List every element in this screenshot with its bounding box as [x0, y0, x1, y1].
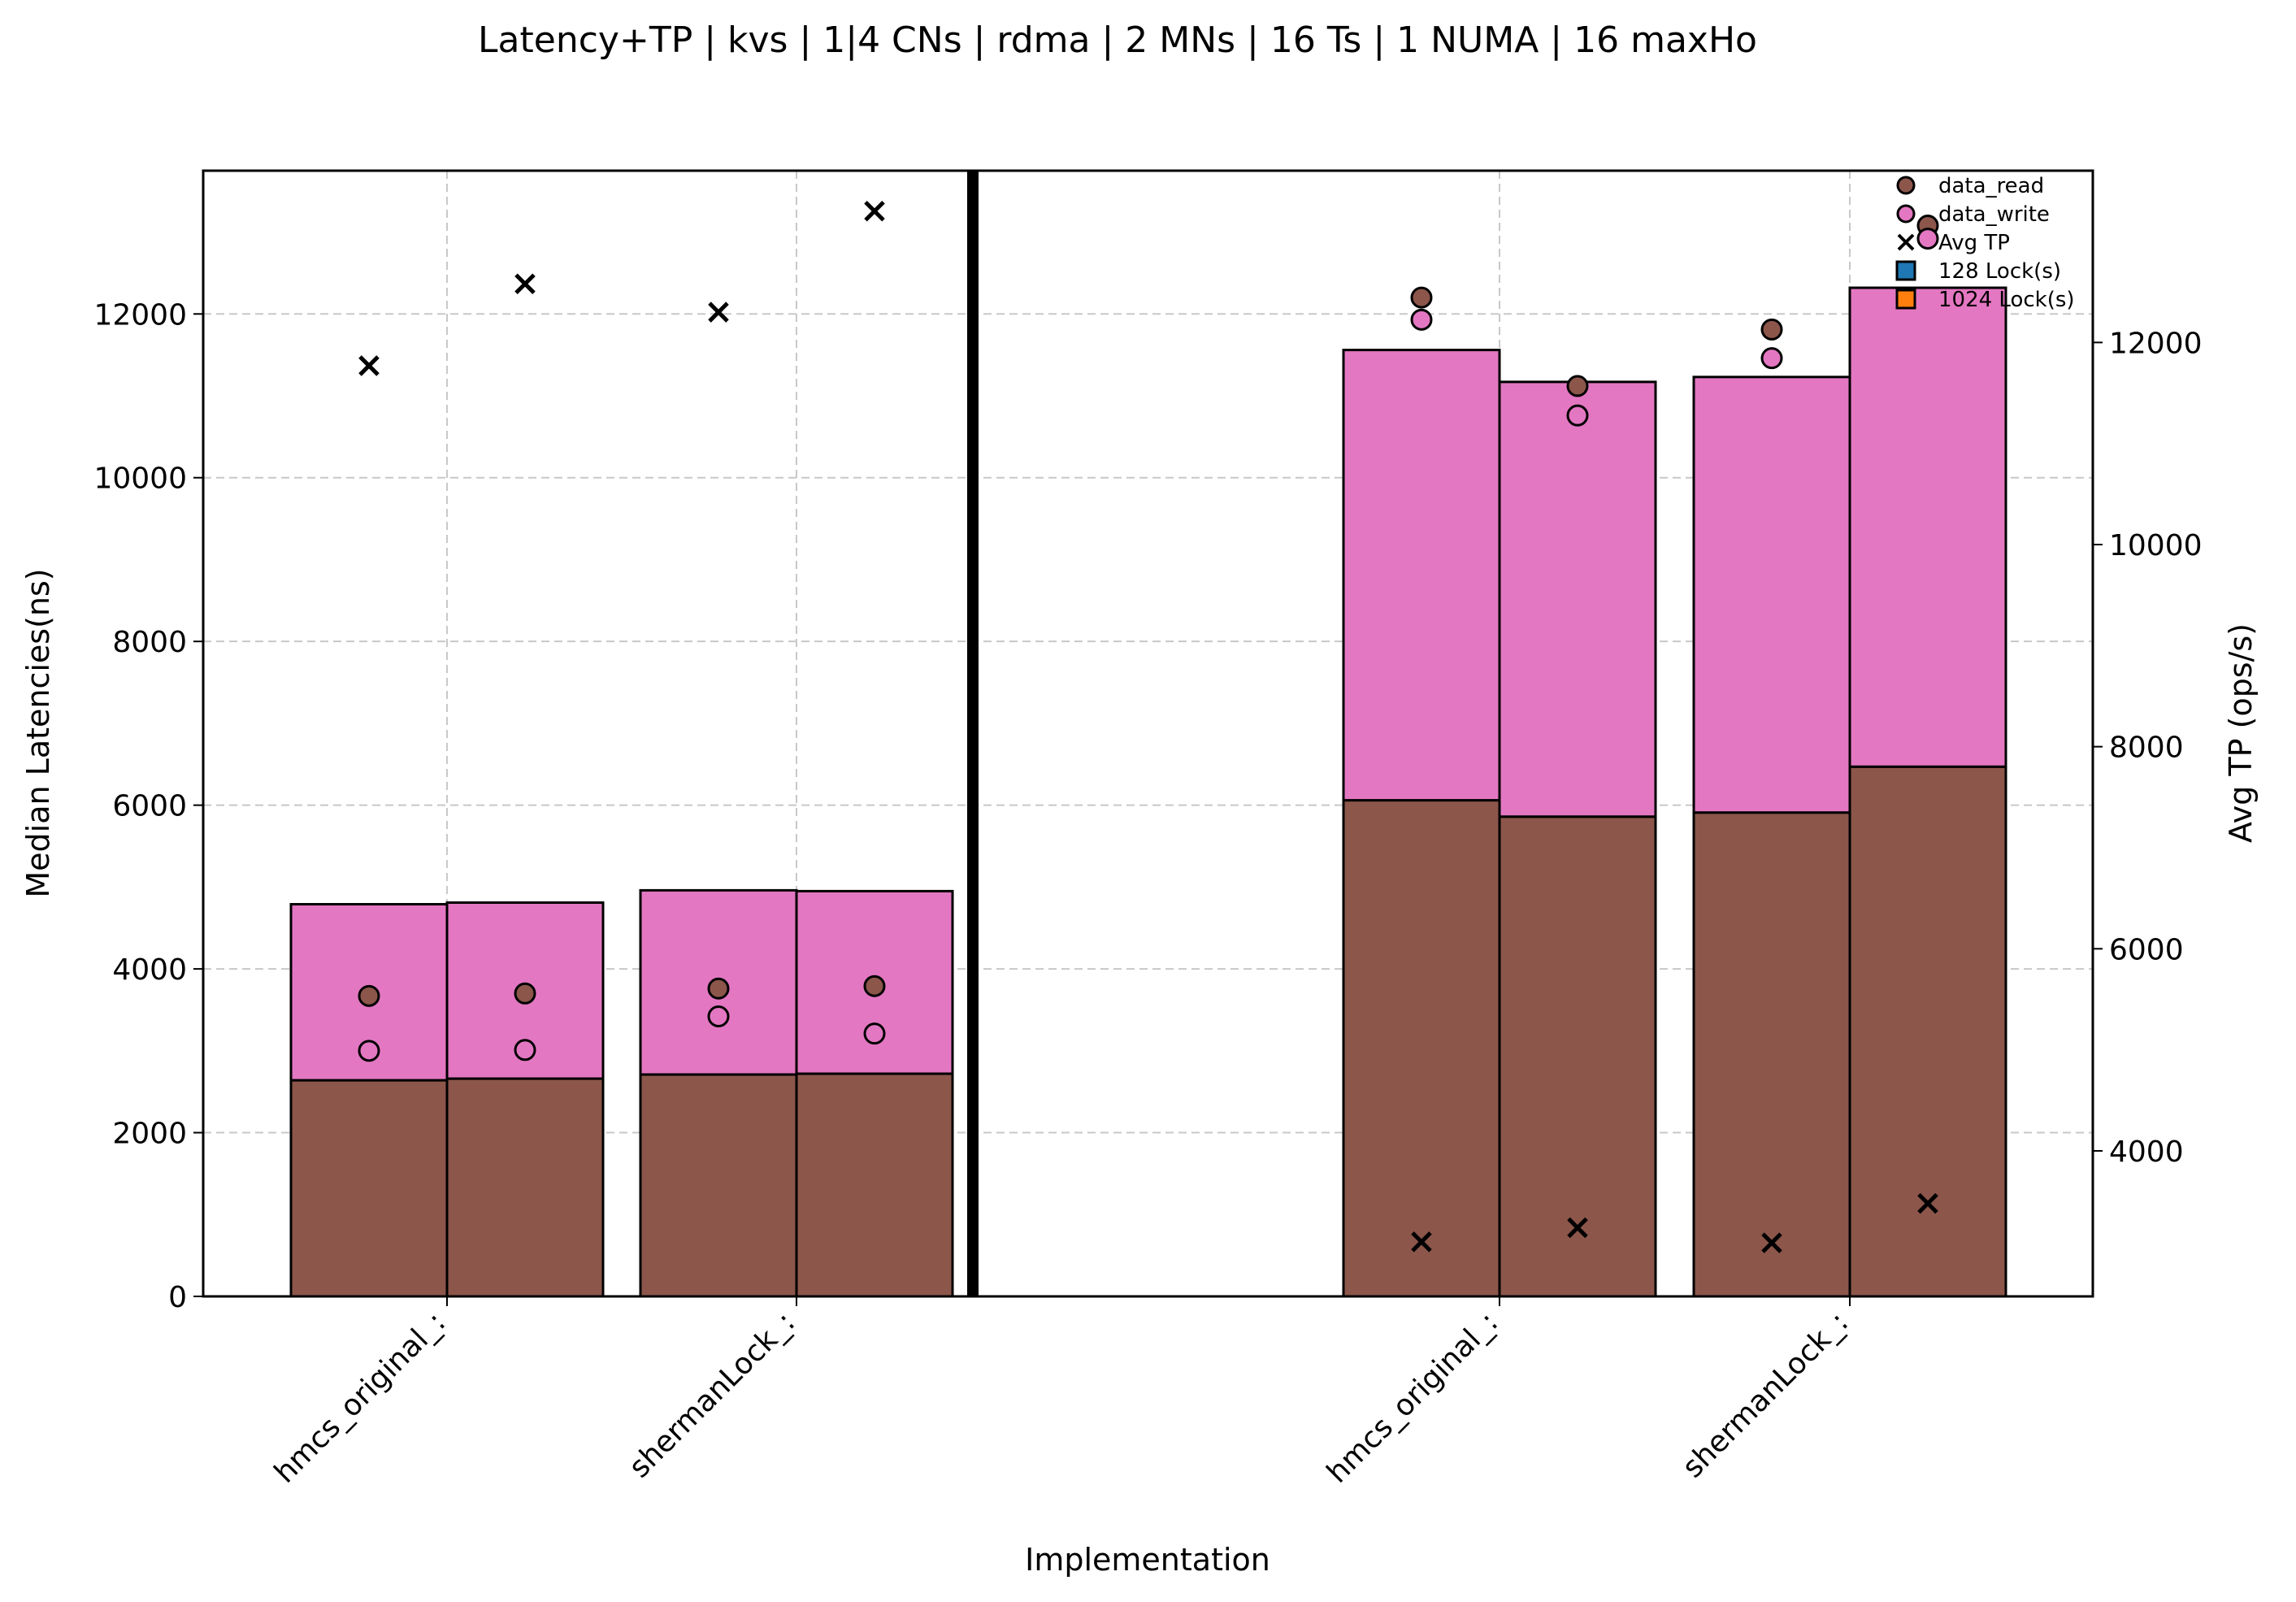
bar-data-read [1342, 799, 1501, 1298]
point-data-read [863, 975, 886, 997]
bar-data-read [1498, 815, 1657, 1298]
chart-title: Latency+TP | kvs | 1|4 CNs | rdma | 2 MN… [478, 20, 1757, 61]
y-axis-label: Median Latencies(ns) [20, 568, 56, 897]
point-data-write [707, 1005, 730, 1028]
point-data-read [514, 982, 536, 1005]
plot-frame [202, 169, 2094, 1298]
bar-data-write [1692, 376, 1851, 814]
x-tick-label: hmcs_original_: [268, 1305, 452, 1489]
point-data-write [1760, 347, 1783, 370]
point-data-write [1410, 308, 1433, 331]
bar-data-read [289, 1079, 449, 1298]
bar-data-read [1692, 811, 1851, 1298]
point-data-read [1566, 375, 1589, 397]
point-data-write [1566, 404, 1589, 427]
y-tick-label: 8000 [112, 626, 187, 659]
legend-label: data_read [1938, 174, 2044, 198]
point-data-write [863, 1022, 886, 1045]
marker-avg-tp [1411, 1231, 1432, 1253]
point-data-read [1410, 286, 1433, 309]
point-data-read [358, 984, 380, 1007]
y-tick-label: 10000 [93, 462, 187, 496]
legend-label: data_write [1938, 202, 2050, 227]
bar-data-read [445, 1077, 605, 1298]
bars [289, 171, 2007, 1298]
bar-data-write [1342, 349, 1501, 802]
point-data-write [514, 1039, 536, 1061]
x-axis: hmcs_original_: shermanLock_: hmcs_origina… [268, 1296, 1855, 1490]
y-tick-label: 4000 [112, 953, 187, 987]
marker-avg-tp [1761, 1232, 1782, 1253]
marker-avg-tp [864, 200, 885, 222]
y2-tick-label: 6000 [2109, 933, 2184, 966]
legend: data_read data_write Avg TP 128 Lock(s) 1024… [1895, 174, 2075, 312]
legend-marker [1895, 289, 1916, 310]
legend-marker [1897, 233, 1915, 251]
y-tick-label: 6000 [112, 790, 187, 823]
y2-tick-label: 12000 [2109, 327, 2203, 360]
right-y-axis-label: Avg TP (ops/s) [2223, 623, 2259, 843]
right-y-axis: 4000 6000 8000 10000 12000 [2093, 327, 2203, 1169]
x-tick-label: hmcs_original_: [1321, 1305, 1504, 1489]
legend-marker [1896, 176, 1916, 195]
marker-avg-tp [708, 302, 729, 323]
bar-data-read [639, 1073, 798, 1298]
x-tick-label: shermanLock_: [1676, 1305, 1855, 1484]
point-data-read [1760, 318, 1783, 341]
left-y-axis: 0 2000 4000 6000 8000 10000 12000 [93, 298, 203, 1314]
bar-data-write [1498, 380, 1657, 818]
legend-marker [1895, 260, 1916, 281]
legend-label: 1024 Lock(s) [1938, 288, 2075, 312]
y2-tick-label: 8000 [2109, 732, 2184, 765]
legend-label: 128 Lock(s) [1938, 259, 2061, 284]
y-tick-label: 2000 [112, 1118, 187, 1151]
y2-tick-label: 4000 [2109, 1135, 2184, 1169]
y-tick-label: 12000 [93, 298, 187, 332]
bar-data-read [795, 1072, 954, 1298]
bar-data-write [1848, 286, 2007, 768]
marker-avg-tp [1917, 1192, 1938, 1214]
point-data-write [1916, 228, 1939, 250]
point-data-write [358, 1040, 380, 1062]
legend-marker [1896, 204, 1916, 224]
x-tick-label: shermanLock_: [623, 1305, 801, 1484]
marker-avg-tp [358, 355, 380, 376]
point-data-read [707, 977, 730, 1000]
data-points [358, 200, 1939, 1253]
bar-data-read [1848, 765, 2007, 1298]
marker-avg-tp [514, 273, 536, 295]
legend-label: Avg TP [1938, 231, 2010, 255]
x-axis-label: Implementation [1025, 1542, 1270, 1578]
marker-avg-tp [1567, 1217, 1588, 1239]
y2-tick-label: 10000 [2109, 529, 2203, 562]
y-tick-label: 0 [168, 1281, 187, 1314]
